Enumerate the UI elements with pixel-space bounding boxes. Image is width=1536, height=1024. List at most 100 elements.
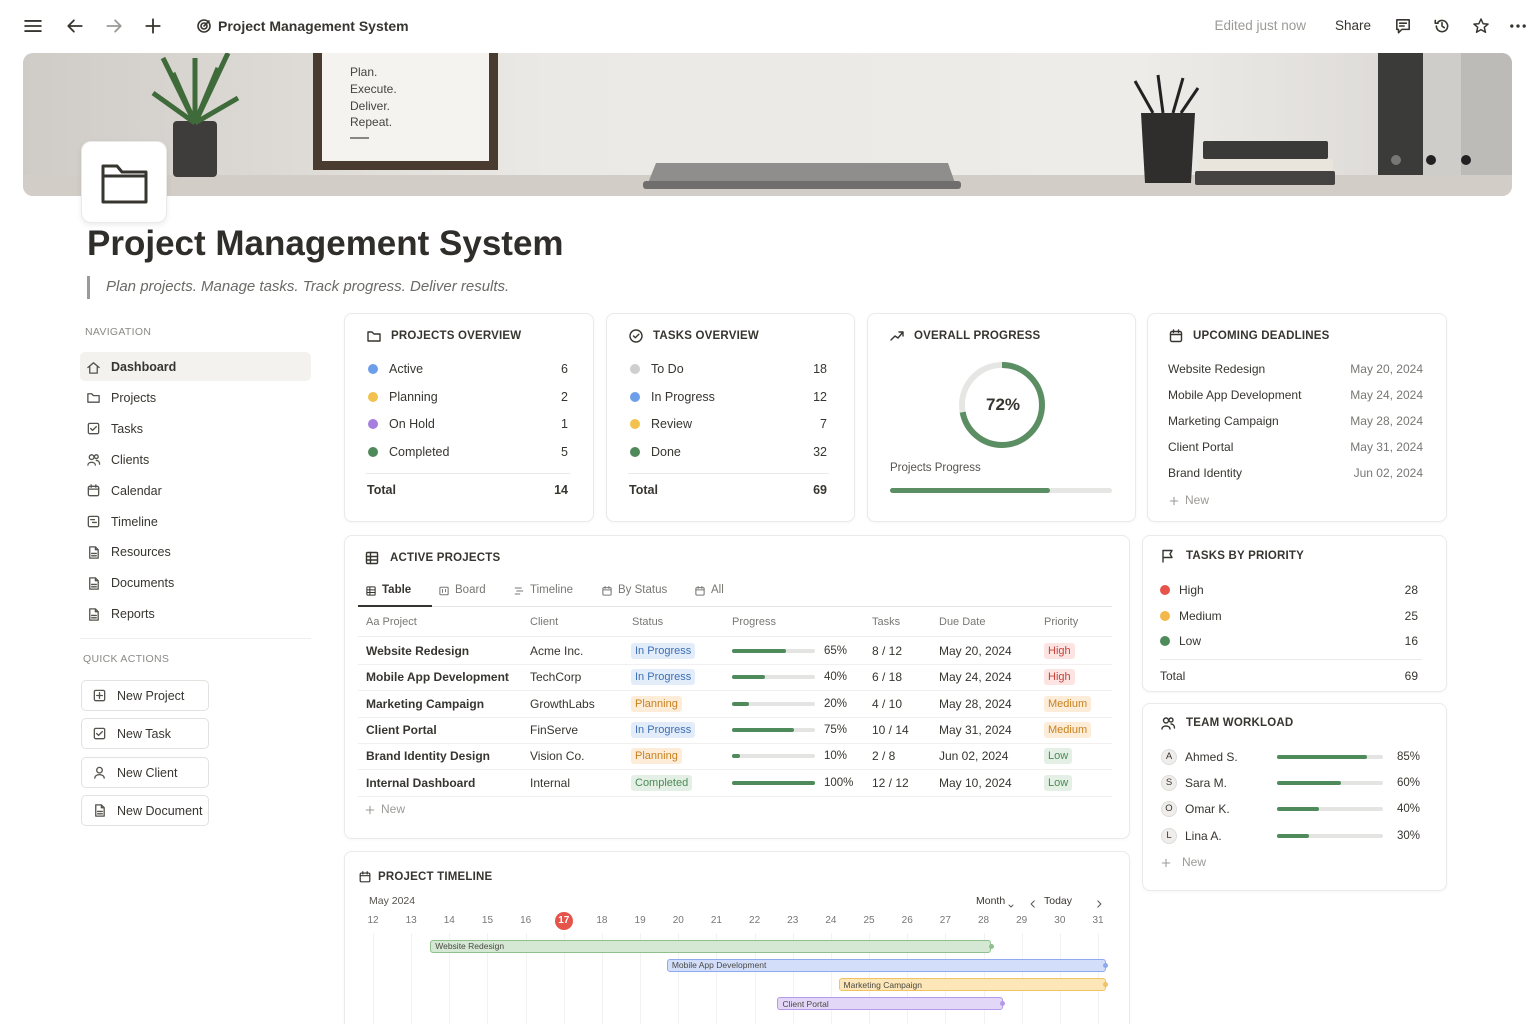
icon[interactable]: [1394, 17, 1412, 35]
edited-status: Edited just now: [1214, 18, 1306, 33]
icon: [438, 584, 450, 596]
member-name: Lina A.: [1185, 828, 1222, 843]
icon: [86, 607, 101, 622]
icon-part: [94, 804, 105, 817]
timeline-bar-label: Marketing Campaign: [843, 979, 922, 990]
icon-part: [67, 19, 83, 33]
new-button[interactable]: New: [1185, 493, 1210, 507]
quick-action-button[interactable]: [81, 757, 209, 788]
day-label: 25: [863, 915, 875, 926]
nav-item[interactable]: Calendar: [111, 483, 162, 498]
icon-part: [87, 422, 99, 435]
progress-percent: 72%: [986, 395, 1021, 414]
deadline-name: Client Portal: [1168, 440, 1234, 454]
client-name: Vision Co.: [530, 749, 585, 764]
priority-dot: [1160, 610, 1170, 621]
tab-divider: [358, 606, 1112, 607]
day-label: 28: [977, 915, 990, 926]
day-label: 13: [405, 915, 417, 926]
view-tab[interactable]: Board: [455, 584, 486, 596]
share-button[interactable]: Share: [1335, 18, 1372, 33]
nav-item[interactable]: Documents: [111, 576, 175, 591]
nav-item[interactable]: Reports: [111, 607, 155, 622]
banner-quote-line: Deliver.: [350, 98, 391, 113]
icon-part: [439, 586, 449, 596]
icon: [86, 452, 101, 467]
icon-part: [366, 586, 376, 596]
column-header: Status: [632, 616, 664, 628]
progress-ring: [952, 355, 1052, 455]
progress-fill: [732, 649, 786, 653]
today-button[interactable]: Today: [1044, 895, 1073, 907]
day-label: 24: [825, 915, 837, 926]
quick-action-button[interactable]: [81, 795, 209, 826]
view-tab[interactable]: By Status: [618, 584, 668, 596]
view-tab[interactable]: Timeline: [530, 584, 574, 596]
priority-label: Low: [1179, 634, 1202, 648]
quick-action-label[interactable]: New Client: [117, 765, 178, 780]
task-count: 8 / 12: [872, 644, 903, 658]
quick-action-button[interactable]: [81, 680, 209, 711]
day-label: 30: [1054, 915, 1066, 926]
total-count: 14: [554, 483, 568, 497]
icon-part: [1097, 900, 1102, 908]
progress-fill: [732, 675, 766, 680]
quick-action-button[interactable]: [81, 718, 209, 749]
icon-part: [1030, 900, 1035, 908]
quick-action-label[interactable]: New Task: [117, 726, 171, 741]
nav-item[interactable]: Projects: [111, 390, 157, 405]
topbar-title: Project Management System: [218, 18, 409, 34]
nav-item[interactable]: Dashboard: [111, 360, 177, 374]
icon-part: [106, 19, 122, 33]
icon-part: [95, 459, 100, 466]
page-title: Project Management System: [87, 224, 564, 263]
quick-action-label[interactable]: New Project: [117, 688, 185, 703]
icon-part: [87, 484, 99, 497]
icon-part: [367, 331, 381, 342]
active-projects-card: [344, 535, 1130, 839]
icon-part: [86, 361, 100, 374]
icon: [105, 17, 123, 35]
icon[interactable]: [1433, 17, 1451, 35]
status-label: On Hold: [389, 417, 435, 431]
icon-part: [88, 607, 99, 621]
workload-fill: [1277, 781, 1341, 786]
total-label: Total: [367, 483, 396, 497]
nav-item[interactable]: Resources: [111, 545, 171, 560]
icon[interactable]: [1472, 17, 1490, 35]
upcoming-deadlines-card: [1147, 313, 1447, 522]
new-button[interactable]: New: [381, 802, 406, 816]
deadline-name: Website Redesign: [1168, 362, 1266, 376]
icon: [196, 18, 212, 34]
icon-part: [87, 485, 99, 497]
deadline-name: Mobile App Development: [1168, 388, 1302, 402]
pill: Completed: [631, 774, 693, 791]
icon: [86, 545, 101, 560]
deadline-name: Marketing Campaign: [1168, 414, 1279, 428]
progress-fill: [732, 727, 795, 732]
icon-part: [93, 766, 105, 779]
quick-action-label[interactable]: New Document: [117, 803, 203, 818]
icon-part: [88, 577, 99, 590]
icon-part: [87, 515, 99, 528]
icon: [86, 421, 101, 436]
progress-track: [732, 701, 815, 706]
nav-item[interactable]: Timeline: [111, 514, 158, 529]
icon-part: [1510, 24, 1526, 28]
icon-part: [1169, 330, 1183, 343]
view-tab[interactable]: All: [711, 584, 724, 596]
new-button[interactable]: New: [1182, 855, 1207, 869]
icon-part: [197, 19, 211, 33]
priority-count: 16: [1404, 634, 1418, 648]
workload-track: [1277, 833, 1383, 838]
nav-item[interactable]: Clients: [111, 452, 150, 467]
icon-part: [441, 588, 447, 594]
icon-part: [1161, 717, 1176, 730]
icon-part: [95, 766, 103, 774]
icon-part: [1030, 900, 1035, 908]
view-selector[interactable]: Month: [976, 895, 1006, 907]
workload-percent: 85%: [1396, 751, 1420, 763]
view-tab[interactable]: Table: [382, 584, 412, 596]
nav-item[interactable]: Tasks: [111, 421, 143, 436]
